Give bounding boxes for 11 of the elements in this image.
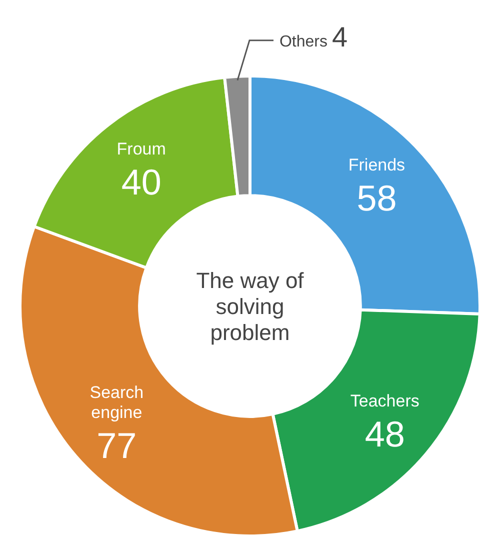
slice-label: Friends xyxy=(348,156,406,175)
data-label: 40 xyxy=(121,161,162,202)
slice-label: Others xyxy=(279,33,328,50)
data-label: 77 xyxy=(96,425,137,466)
slice-label: Teachers xyxy=(350,391,420,410)
slice-label: Froum xyxy=(116,139,166,158)
data-label: 58 xyxy=(356,178,397,219)
data-label: 4 xyxy=(332,21,348,52)
slice-label: Search engine xyxy=(90,383,144,422)
data-label: 48 xyxy=(364,413,405,454)
text: The way of solving problem xyxy=(196,268,305,345)
